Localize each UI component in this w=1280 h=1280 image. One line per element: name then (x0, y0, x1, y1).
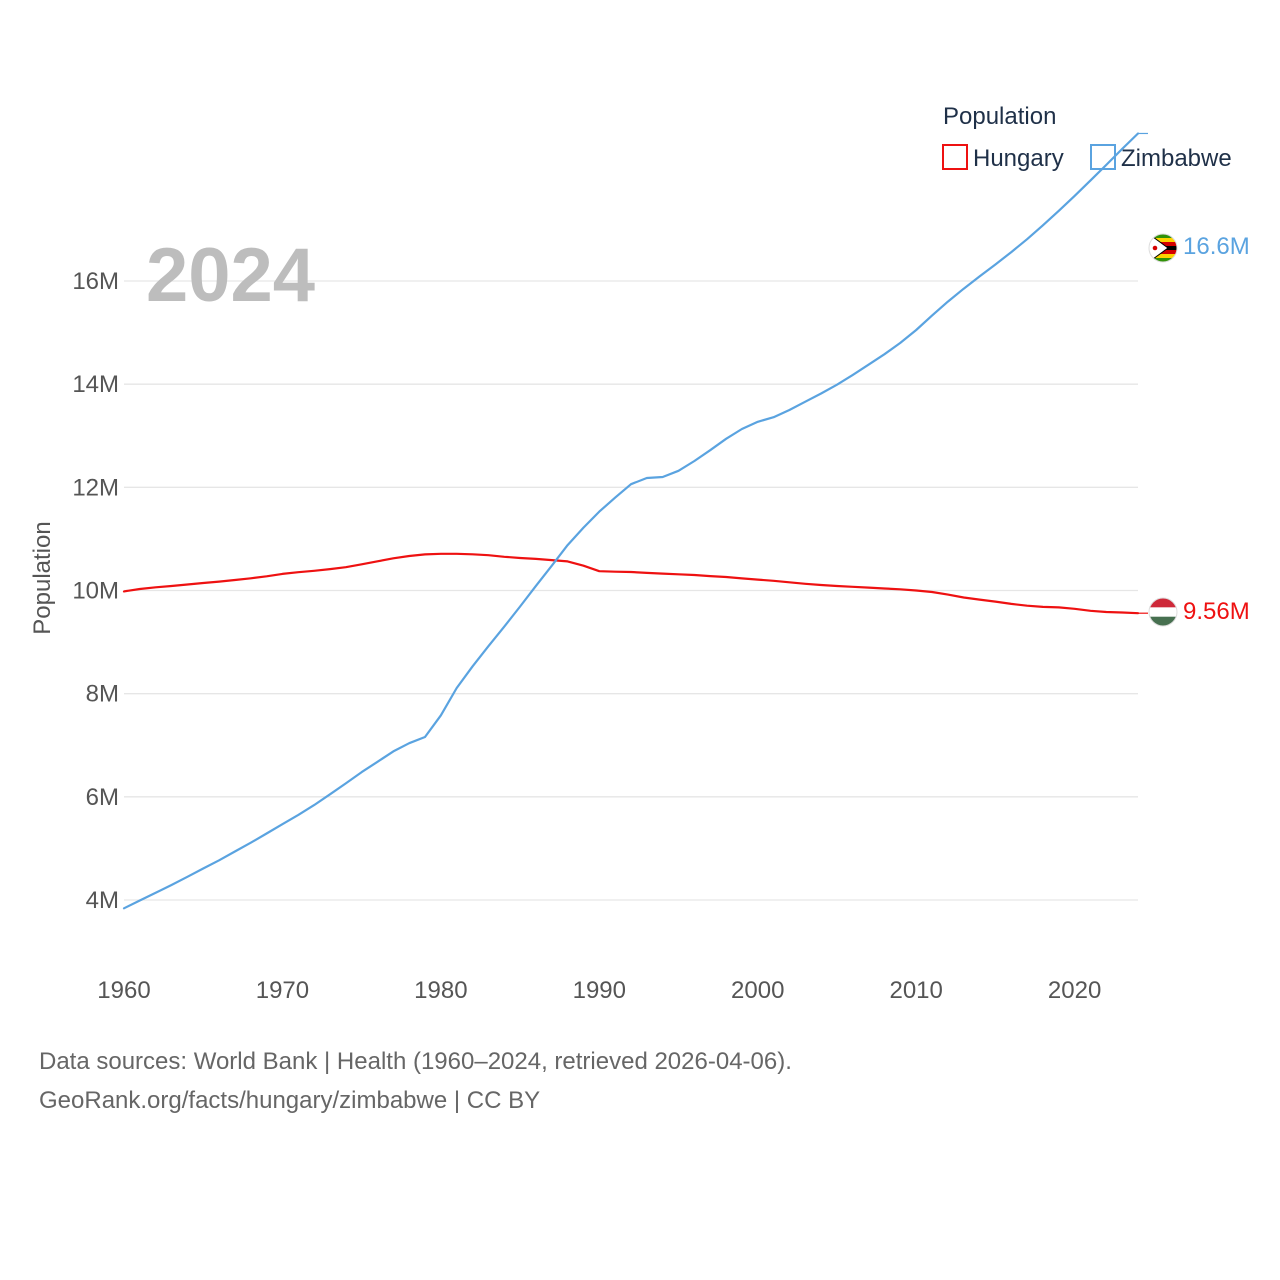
end-label-hungary: 9.56M (1183, 598, 1250, 625)
y-tick-label: 4M (86, 887, 119, 914)
end-label-zimbabwe: 16.6M (1183, 233, 1250, 260)
zimbabwe-flag-icon (1148, 233, 1178, 263)
x-tick-label: 1990 (573, 977, 626, 1004)
legend-swatch-zimbabwe (1090, 144, 1116, 170)
legend-item-zimbabwe[interactable]: Zimbabwe (1090, 144, 1232, 172)
y-tick-label: 16M (72, 268, 119, 295)
x-tick-label: 1960 (97, 977, 150, 1004)
y-tick-label: 12M (72, 474, 119, 501)
legend: Population Hungary Zimbabwe (942, 103, 1232, 172)
gridlines (124, 280, 1138, 901)
x-axis-ticks: 1960 1970 1980 1990 2000 2010 2020 (97, 977, 1101, 1004)
legend-label-hungary: Hungary (973, 145, 1064, 172)
y-axis-ticks: 4M 6M 8M 10M 12M 14M 16M (72, 268, 119, 914)
x-tick-label: 2000 (731, 977, 784, 1004)
series-lines (122, 132, 1148, 910)
legend-title: Population (943, 103, 1056, 130)
y-tick-label: 14M (72, 371, 119, 398)
y-tick-label: 10M (72, 578, 119, 605)
y-axis-title: Population (29, 521, 56, 634)
legend-item-hungary[interactable]: Hungary (942, 144, 1064, 172)
y-tick-label: 8M (86, 681, 119, 708)
x-tick-label: 2020 (1048, 977, 1101, 1004)
y-tick-label: 6M (86, 784, 119, 811)
x-tick-label: 1980 (414, 977, 467, 1004)
series-line-hungary[interactable] (122, 552, 1140, 615)
legend-swatch-hungary (942, 144, 968, 170)
legend-label-zimbabwe: Zimbabwe (1121, 145, 1232, 172)
source-line-1: Data sources: World Bank | Health (1960–… (39, 1048, 792, 1075)
year-label: 2024 (146, 233, 315, 318)
x-tick-label: 2010 (889, 977, 942, 1004)
hungary-flag-icon (1148, 597, 1178, 627)
source-line-2[interactable]: GeoRank.org/facts/hungary/zimbabwe | CC … (39, 1087, 540, 1114)
series-line-zimbabwe[interactable] (122, 132, 1140, 910)
x-tick-label: 1970 (256, 977, 309, 1004)
